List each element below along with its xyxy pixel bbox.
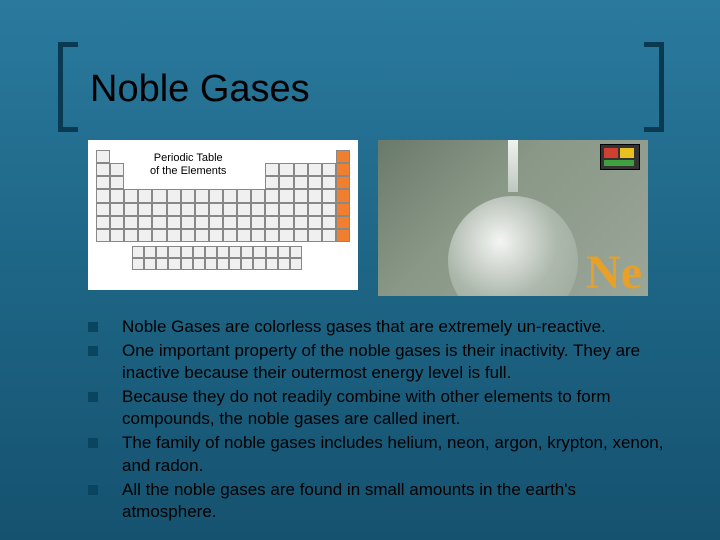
bullet-item: Because they do not readily combine with… [88, 386, 670, 430]
bullet-marker-icon [88, 392, 98, 402]
bullet-marker-icon [88, 322, 98, 332]
bullet-item: The family of noble gases includes heliu… [88, 432, 670, 476]
bullet-text: All the noble gases are found in small a… [122, 479, 670, 523]
periodic-table-image: Periodic Table of the Elements [88, 140, 358, 290]
bullet-marker-icon [88, 485, 98, 495]
bullet-text: One important property of the noble gase… [122, 340, 670, 384]
bullet-list: Noble Gases are colorless gases that are… [88, 316, 670, 525]
legend-swatch-yellow [620, 148, 634, 158]
images-row: Periodic Table of the Elements Ne [88, 140, 660, 300]
neon-symbol: Ne [586, 245, 642, 296]
slide-title: Noble Gases [90, 68, 310, 111]
bulb-body [448, 196, 578, 296]
legend-swatch-green [604, 160, 634, 166]
neon-bulb-image: Ne [378, 140, 648, 296]
legend-swatch-red [604, 148, 618, 158]
bullet-marker-icon [88, 438, 98, 448]
bullet-text: Because they do not readily combine with… [122, 386, 670, 430]
title-container: Noble Gases [60, 54, 660, 124]
bullet-text: Noble Gases are colorless gases that are… [122, 316, 606, 338]
bullet-text: The family of noble gases includes heliu… [122, 432, 670, 476]
bullet-item: All the noble gases are found in small a… [88, 479, 670, 523]
bullet-item: Noble Gases are colorless gases that are… [88, 316, 670, 338]
periodic-table-grid [96, 150, 350, 282]
bullet-marker-icon [88, 346, 98, 356]
bullet-item: One important property of the noble gase… [88, 340, 670, 384]
bulb-tip [508, 140, 518, 192]
legend-box [600, 144, 640, 170]
